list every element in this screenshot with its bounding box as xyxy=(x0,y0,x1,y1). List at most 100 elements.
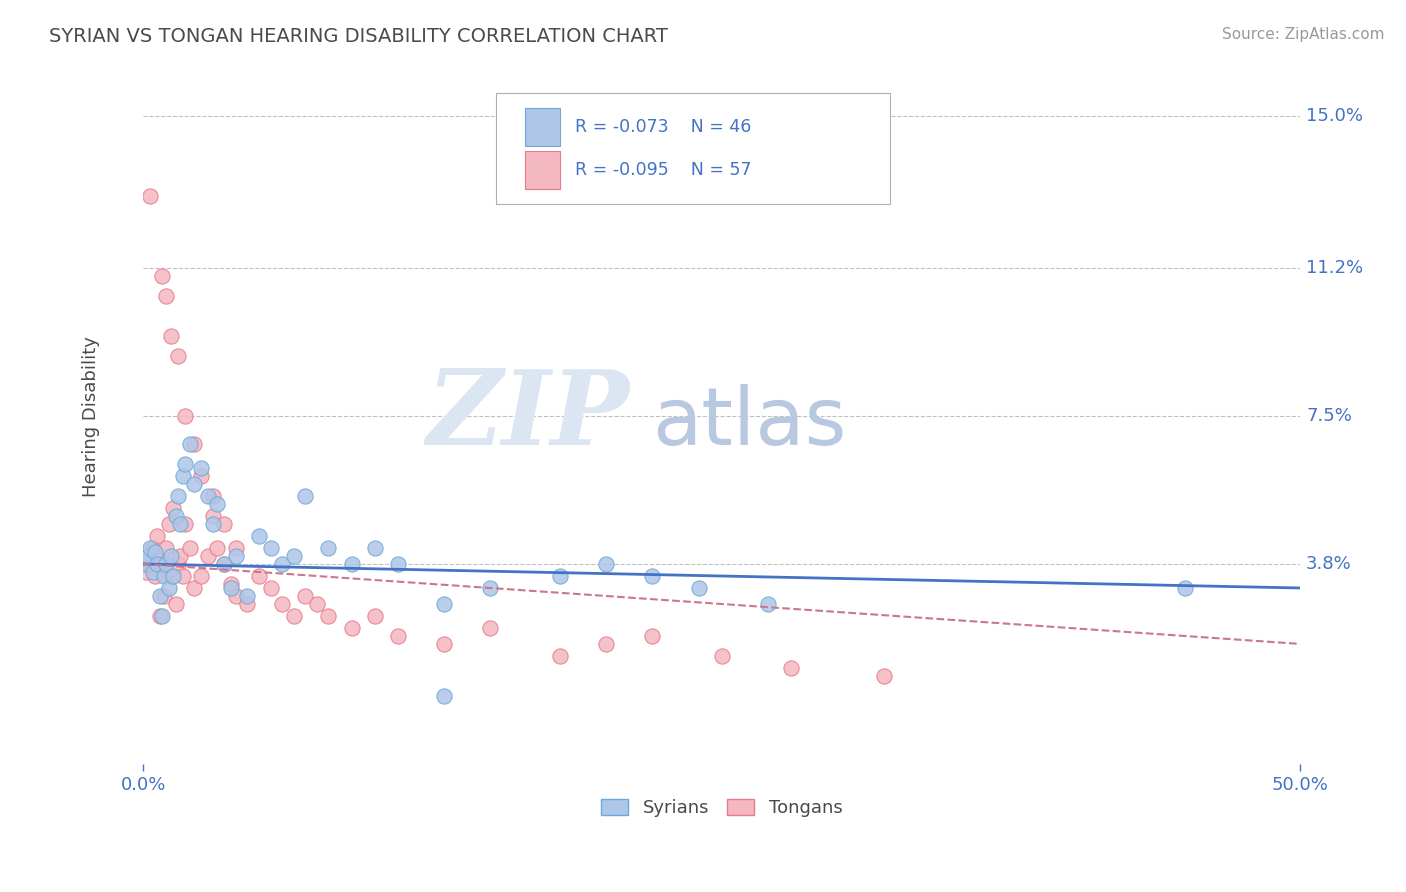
Point xyxy=(710,648,733,663)
Text: Hearing Disability: Hearing Disability xyxy=(83,335,100,497)
Point xyxy=(174,517,197,532)
Point xyxy=(207,497,229,511)
Point xyxy=(433,689,456,703)
Point xyxy=(150,269,173,284)
Point xyxy=(160,569,183,583)
Point xyxy=(135,557,157,571)
Point xyxy=(318,541,340,555)
Text: 7.5%: 7.5% xyxy=(1306,407,1353,425)
Point xyxy=(169,549,191,563)
Point xyxy=(641,629,664,643)
Point xyxy=(214,557,236,571)
Point xyxy=(174,409,197,424)
Point xyxy=(162,501,184,516)
Text: SYRIAN VS TONGAN HEARING DISABILITY CORRELATION CHART: SYRIAN VS TONGAN HEARING DISABILITY CORR… xyxy=(49,27,668,45)
Point xyxy=(146,557,169,571)
Point xyxy=(207,541,229,555)
Point xyxy=(153,569,176,583)
Point xyxy=(479,581,502,595)
Point xyxy=(146,529,169,543)
Point xyxy=(142,541,165,555)
Point xyxy=(364,609,387,624)
Text: 3.8%: 3.8% xyxy=(1306,555,1351,573)
Bar xyxy=(524,151,560,189)
Point xyxy=(153,589,176,603)
Text: 11.2%: 11.2% xyxy=(1306,260,1364,277)
Point xyxy=(135,565,157,579)
Text: Source: ZipAtlas.com: Source: ZipAtlas.com xyxy=(1222,27,1385,42)
Point xyxy=(479,621,502,635)
Point xyxy=(433,597,456,611)
Point xyxy=(148,589,170,603)
Point xyxy=(225,589,247,603)
Point xyxy=(214,517,236,532)
Point xyxy=(641,569,664,583)
Point xyxy=(271,557,294,571)
Point xyxy=(595,637,617,651)
Point xyxy=(197,549,219,563)
Point xyxy=(155,289,177,303)
Text: atlas: atlas xyxy=(652,384,846,462)
Point xyxy=(271,597,294,611)
Point xyxy=(148,609,170,624)
Point xyxy=(172,469,194,483)
Point xyxy=(548,648,571,663)
Point xyxy=(183,477,205,491)
Point xyxy=(183,437,205,451)
Point xyxy=(172,569,194,583)
Point xyxy=(174,457,197,471)
Point xyxy=(387,557,409,571)
Point xyxy=(236,589,259,603)
Point xyxy=(143,545,166,559)
Point xyxy=(214,557,236,571)
Legend: Syrians, Tongans: Syrians, Tongans xyxy=(593,791,849,824)
Point xyxy=(548,569,571,583)
Point xyxy=(283,549,305,563)
Point xyxy=(688,581,710,595)
Point xyxy=(139,541,162,555)
Point xyxy=(155,557,177,571)
FancyBboxPatch shape xyxy=(496,93,890,204)
Point xyxy=(283,609,305,624)
Point xyxy=(167,489,190,503)
Point xyxy=(318,609,340,624)
Point xyxy=(305,597,328,611)
Point xyxy=(364,541,387,555)
Point xyxy=(387,629,409,643)
Point xyxy=(201,509,224,524)
Point xyxy=(595,557,617,571)
Point xyxy=(179,437,201,451)
Point xyxy=(165,597,187,611)
Point xyxy=(190,469,212,483)
Point xyxy=(160,329,183,343)
Point xyxy=(1174,581,1197,595)
Point xyxy=(197,489,219,503)
Point xyxy=(201,489,224,503)
Point xyxy=(167,349,190,363)
Point xyxy=(756,597,779,611)
Point xyxy=(155,541,177,555)
Point xyxy=(169,517,191,532)
Point xyxy=(150,557,173,571)
Point xyxy=(780,661,803,675)
Point xyxy=(136,549,159,563)
Point xyxy=(157,517,180,532)
Point xyxy=(294,589,316,603)
Point xyxy=(259,541,281,555)
Text: 15.0%: 15.0% xyxy=(1306,107,1362,126)
Point xyxy=(136,549,159,563)
Point xyxy=(142,565,165,579)
Point xyxy=(190,461,212,475)
Point xyxy=(162,569,184,583)
Point xyxy=(236,597,259,611)
Point xyxy=(150,609,173,624)
Text: ZIP: ZIP xyxy=(426,366,630,467)
Point xyxy=(190,569,212,583)
Text: R = -0.073    N = 46: R = -0.073 N = 46 xyxy=(575,118,751,136)
Point xyxy=(179,541,201,555)
Point xyxy=(247,569,270,583)
Point xyxy=(225,549,247,563)
Point xyxy=(873,669,896,683)
Point xyxy=(294,489,316,503)
Point xyxy=(247,529,270,543)
